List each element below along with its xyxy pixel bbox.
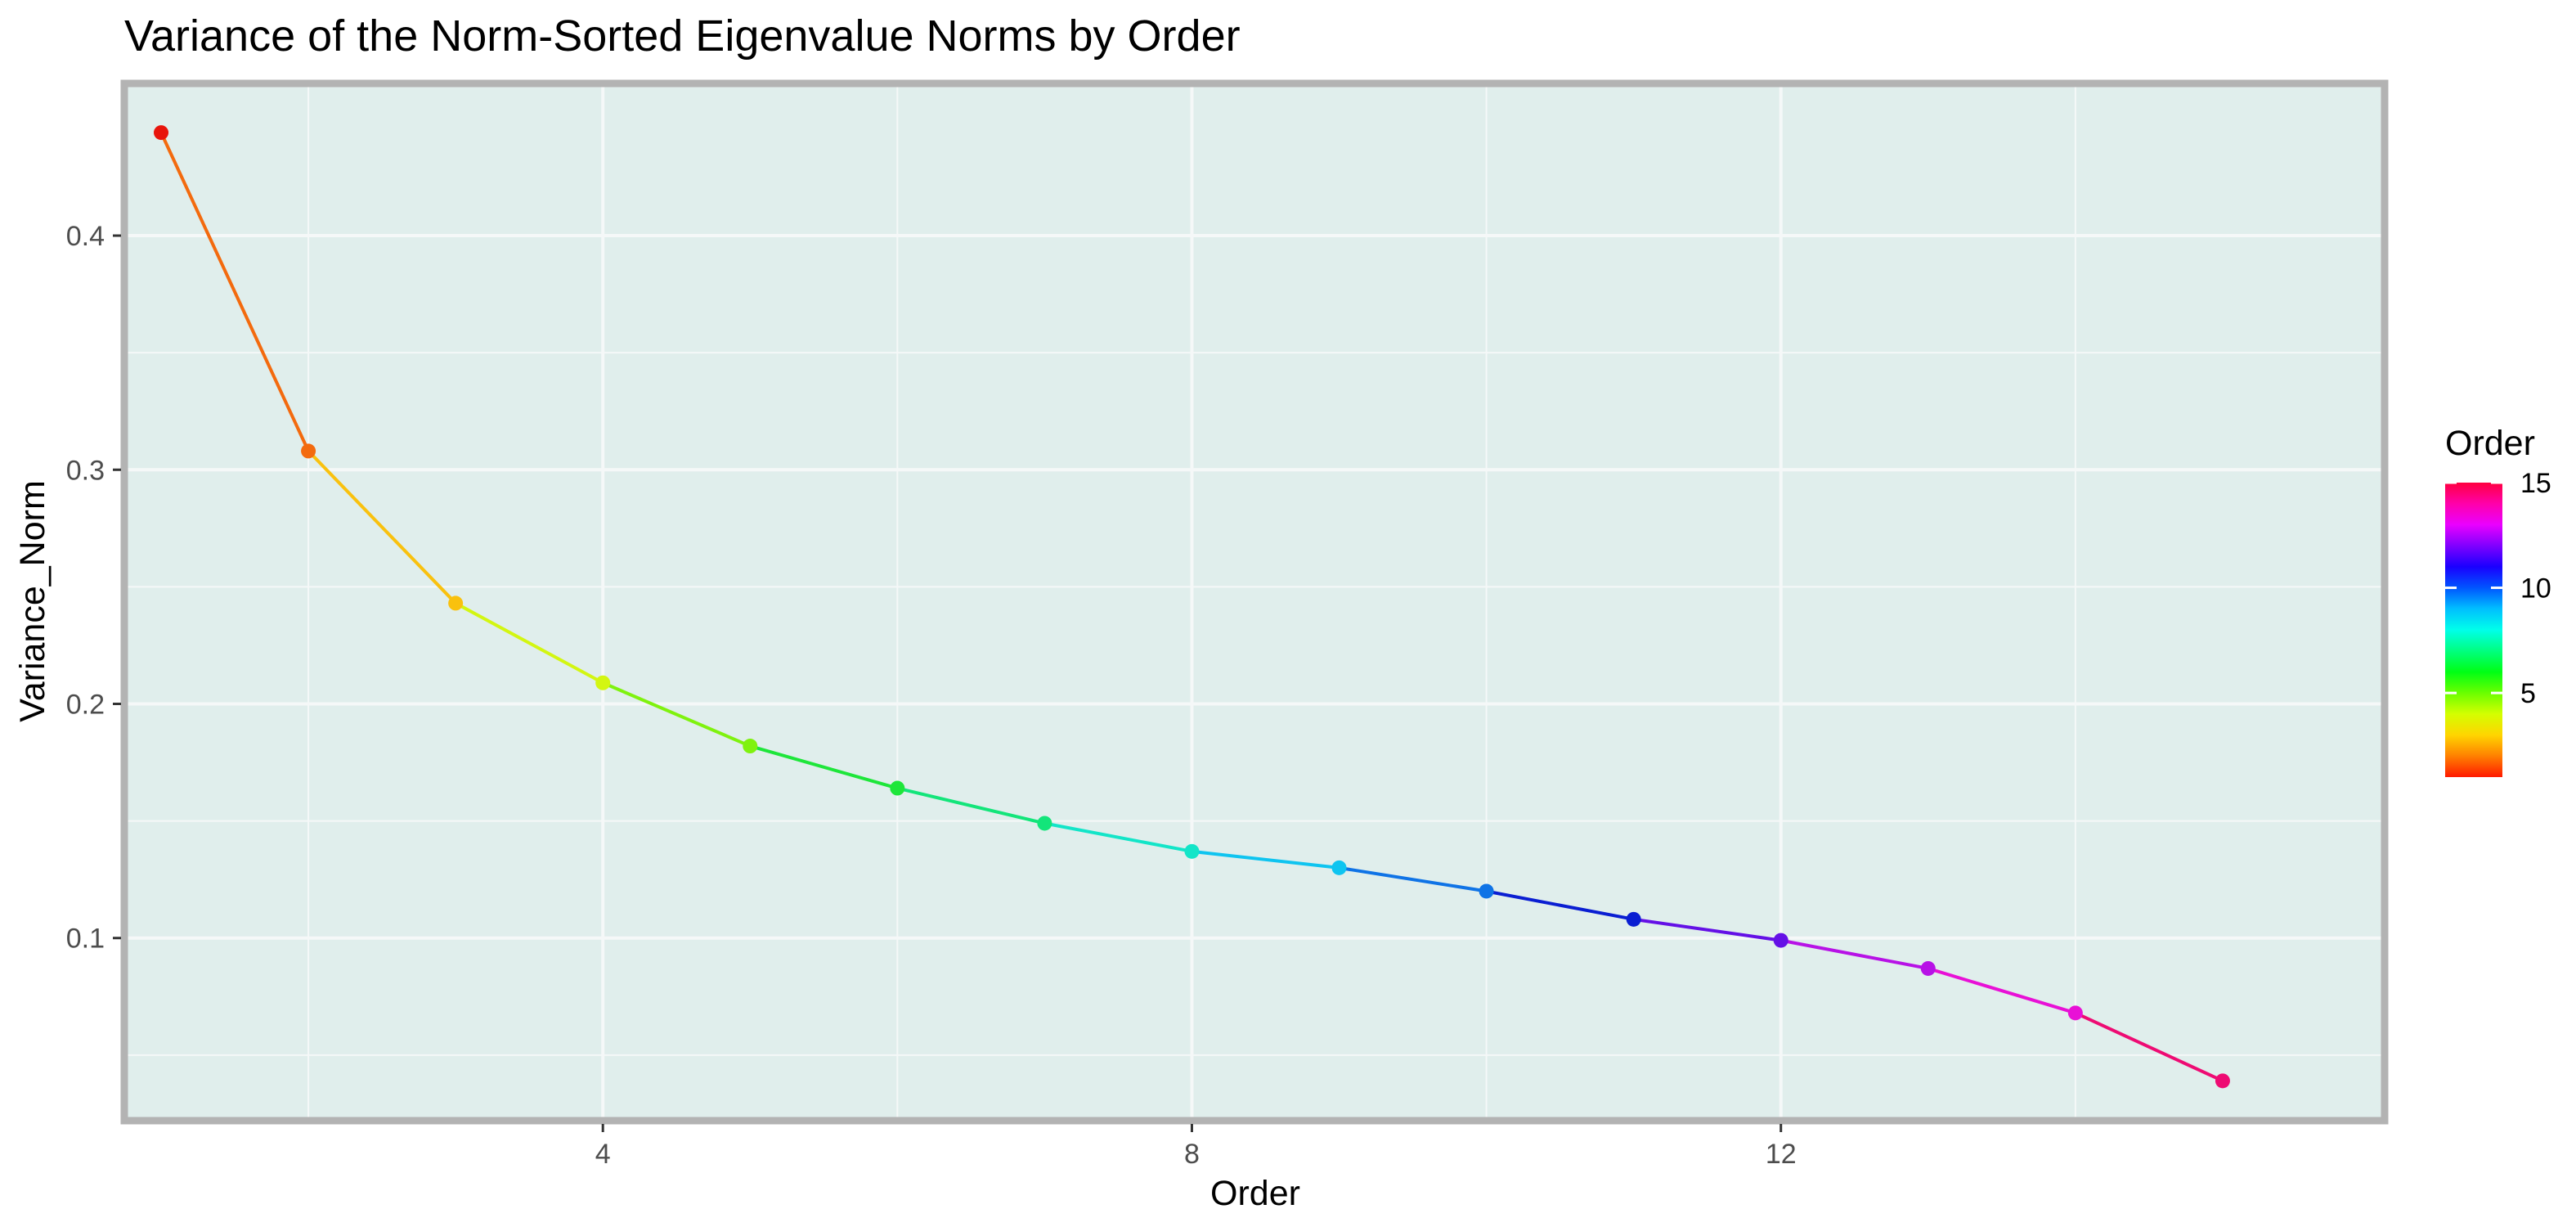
y-axis-ticks: 0.1 0.2 0.3 0.4 <box>66 221 121 955</box>
colorbar-tick-label-1: 10 <box>2520 573 2551 605</box>
line-segment-4 <box>601 681 752 748</box>
y-axis-title: Variance_Norm <box>13 480 52 722</box>
data-point-15 <box>2215 1073 2230 1089</box>
legend-title: Order <box>2445 424 2535 463</box>
chart-title: Variance of the Norm-Sorted Eigenvalue N… <box>124 11 1241 61</box>
line-segment-3 <box>454 601 605 685</box>
x-axis-title: Order <box>1210 1174 1300 1213</box>
x-tick-label-0: 4 <box>595 1139 611 1170</box>
line-segment-6 <box>895 786 1047 825</box>
data-point-2 <box>301 443 316 459</box>
series-line-segments <box>159 131 2224 1083</box>
y-tick-label-3: 0.4 <box>66 221 105 252</box>
x-tick-label-2: 12 <box>1766 1139 1797 1170</box>
data-point-1 <box>154 125 169 141</box>
plot-panel-border <box>120 79 2389 1125</box>
data-point-8 <box>1184 843 1200 859</box>
line-segment-1 <box>159 131 311 453</box>
line-segment-5 <box>748 744 900 790</box>
minor-gridlines <box>124 83 2385 1121</box>
colorbar-tick-label-2: 15 <box>2520 468 2551 499</box>
data-point-11 <box>1626 911 1641 927</box>
data-point-13 <box>1920 960 1936 976</box>
colorbar-ticks: 5 10 15 <box>2445 468 2551 709</box>
plot-panel <box>124 83 2385 1121</box>
colorbar <box>2445 483 2502 777</box>
x-axis-ticks: 4 8 12 <box>595 1124 1797 1170</box>
line-segment-13 <box>1926 966 2077 1015</box>
line-segment-8 <box>1190 849 1341 870</box>
major-gridlines <box>124 83 2385 1121</box>
line-segment-7 <box>1043 821 1194 853</box>
y-tick-label-2: 0.3 <box>66 455 105 486</box>
line-segment-10 <box>1484 889 1636 921</box>
line-segment-2 <box>307 449 458 605</box>
legend: Order 5 10 15 <box>2445 424 2551 777</box>
data-point-14 <box>2067 1005 2083 1021</box>
series-points <box>154 125 2230 1089</box>
data-point-10 <box>1479 883 1494 899</box>
data-point-7 <box>1037 816 1052 831</box>
data-point-9 <box>1331 860 1347 875</box>
line-segment-11 <box>1631 917 1783 942</box>
x-tick-label-1: 8 <box>1184 1139 1200 1170</box>
data-point-6 <box>890 780 905 796</box>
data-point-5 <box>743 739 758 754</box>
colorbar-tick-label-0: 5 <box>2520 678 2536 709</box>
line-segment-12 <box>1779 938 1930 970</box>
line-segment-9 <box>1337 865 1488 893</box>
data-point-3 <box>448 596 464 611</box>
data-point-12 <box>1773 933 1788 948</box>
y-tick-label-0: 0.1 <box>66 924 105 955</box>
data-point-4 <box>595 675 611 690</box>
y-tick-label-1: 0.2 <box>66 690 105 721</box>
line-segment-14 <box>2073 1011 2224 1083</box>
